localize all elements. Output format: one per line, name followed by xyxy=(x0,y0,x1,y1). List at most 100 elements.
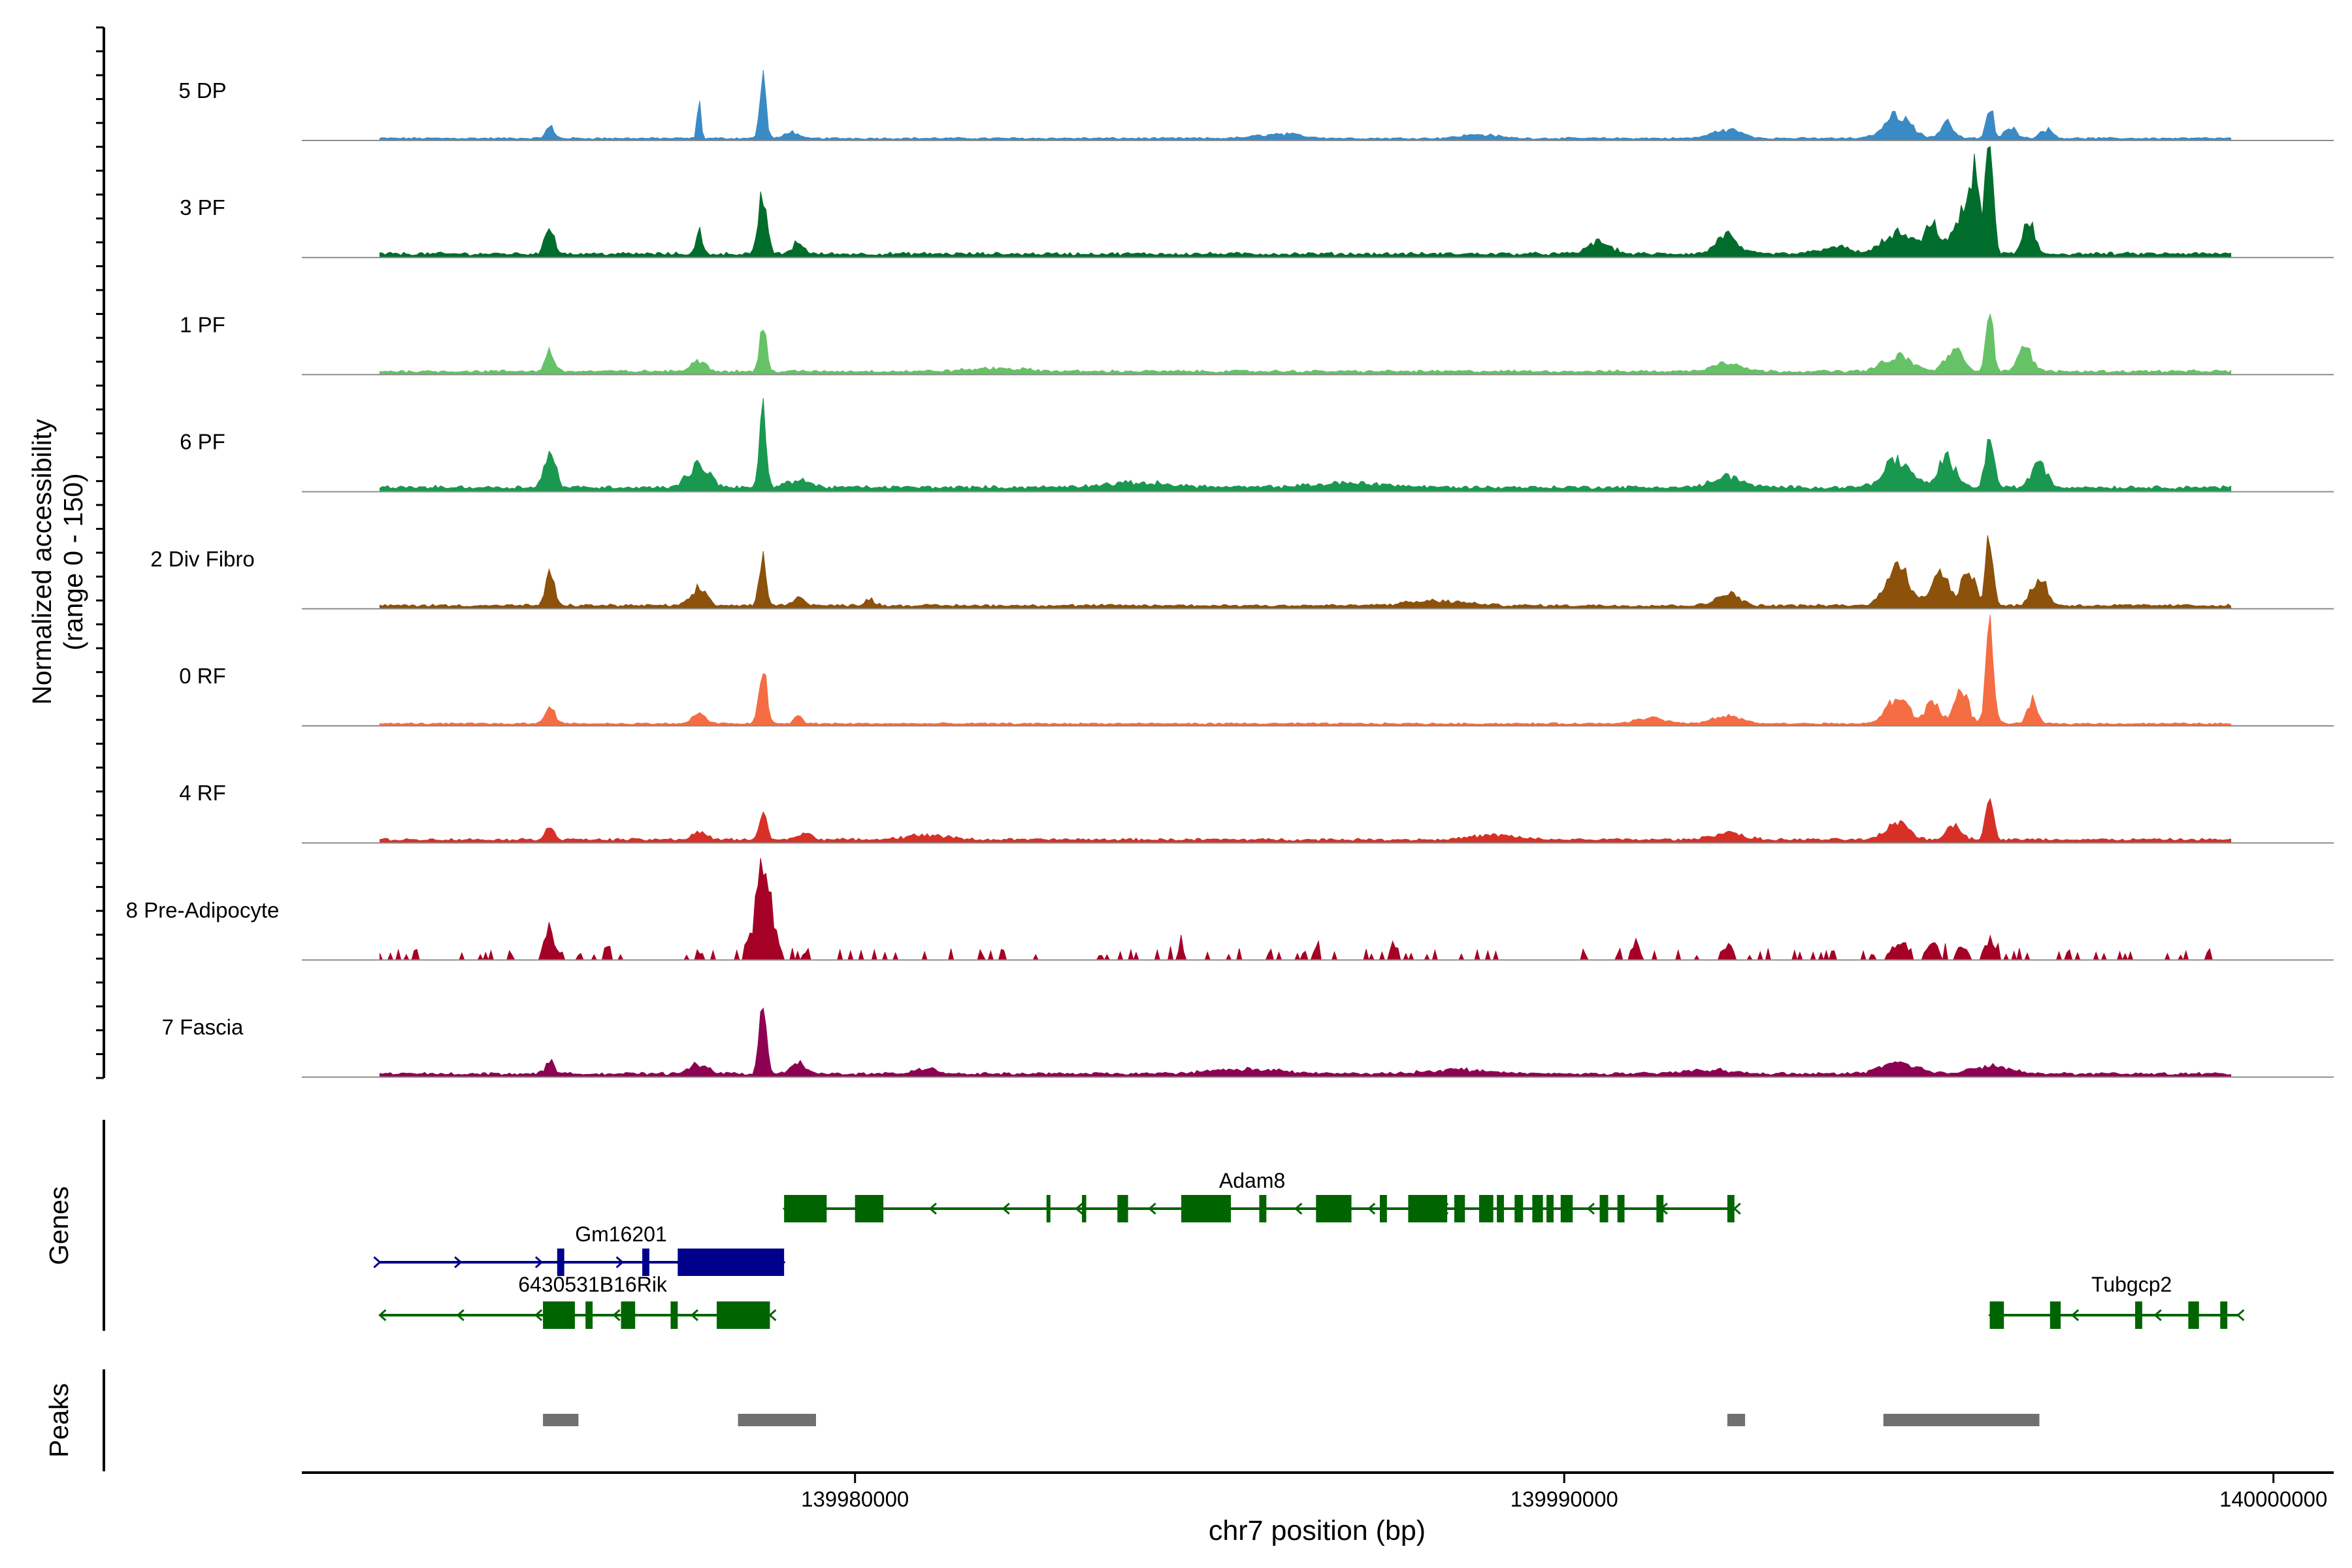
strand-arrow xyxy=(378,1309,387,1322)
x-tick-label: 139990000 xyxy=(1511,1487,1618,1511)
track-6-pf: 6 PF xyxy=(180,398,2334,493)
peak-region xyxy=(543,1414,579,1426)
strand-arrow xyxy=(1148,1202,1156,1215)
coverage-area xyxy=(379,1007,2232,1078)
gene-label: Tubgcp2 xyxy=(2091,1273,2172,1296)
gene-exon xyxy=(1617,1195,1625,1222)
coverage-area xyxy=(379,798,2232,843)
gene-exon xyxy=(2135,1301,2142,1329)
gene-exon xyxy=(1082,1195,1086,1222)
gene-exon xyxy=(678,1249,785,1276)
strand-arrow xyxy=(615,1256,624,1269)
gene-exon xyxy=(1117,1195,1128,1222)
coverage-tracks: 5 DP 3 PF 1 PF 6 PF 2 Div Fibro 0 RF 4 RF 8 Pre… xyxy=(126,70,2334,1078)
coverage-area xyxy=(379,146,2232,258)
track-label: 1 PF xyxy=(180,312,225,336)
track-label: 8 Pre-Adipocyte xyxy=(126,898,280,922)
gene-models: Adam8 Gm16201 6430531B16Rik Tubgcp2 xyxy=(373,1169,2245,1329)
gene-exon xyxy=(1316,1195,1352,1222)
gene-label: Adam8 xyxy=(1219,1169,1285,1192)
gene-exon xyxy=(2220,1301,2228,1329)
strand-arrow xyxy=(2236,1309,2245,1322)
gene-exon xyxy=(717,1301,770,1329)
strand-arrow xyxy=(2153,1309,2162,1322)
gene-exon xyxy=(855,1195,884,1222)
gene-adam8: Adam8 xyxy=(782,1169,1741,1222)
track-7-fascia: 7 Fascia xyxy=(162,1007,2334,1078)
track-label: 3 PF xyxy=(180,195,225,220)
gene-exon xyxy=(1259,1195,1267,1222)
track-1-pf: 1 PF xyxy=(180,312,2334,376)
coverage-area xyxy=(379,858,2231,962)
gene-exon xyxy=(1989,1301,2004,1329)
gene-6430531b16rik: 6430531B16Rik xyxy=(378,1273,777,1329)
y-axis-title-line2: (range 0 - 150) xyxy=(58,473,88,650)
gene-exon xyxy=(1560,1195,1573,1222)
strand-arrow xyxy=(1586,1202,1595,1215)
strand-arrow xyxy=(928,1202,937,1215)
gene-exon xyxy=(1727,1195,1735,1222)
gene-exon xyxy=(2188,1301,2199,1329)
strand-arrow xyxy=(612,1309,621,1322)
coverage-y-axis xyxy=(96,26,105,1079)
peak-regions xyxy=(543,1414,2040,1426)
strand-arrow xyxy=(454,1256,463,1269)
strand-arrow xyxy=(534,1309,543,1322)
gene-exon xyxy=(621,1301,636,1329)
track-label: 6 PF xyxy=(180,430,225,454)
track-label: 0 RF xyxy=(179,664,226,688)
track-8-pre-adipocyte: 8 Pre-Adipocyte xyxy=(126,858,2334,962)
gene-exon xyxy=(557,1249,564,1276)
x-tick-label: 140000000 xyxy=(2219,1487,2327,1511)
gene-exon xyxy=(1379,1195,1387,1222)
gene-label: 6430531B16Rik xyxy=(518,1273,668,1296)
track-label: 4 RF xyxy=(179,781,226,805)
track-5-dp: 5 DP xyxy=(178,70,2334,141)
track-3-pf: 3 PF xyxy=(180,146,2334,259)
gene-exon xyxy=(1478,1195,1494,1222)
gene-exon xyxy=(642,1249,649,1276)
coverage-area xyxy=(379,614,2232,727)
strand-arrow xyxy=(768,1309,777,1322)
gene-exon xyxy=(1599,1195,1609,1222)
x-tick-label: 139980000 xyxy=(801,1487,909,1511)
strand-arrow xyxy=(1367,1202,1376,1215)
gene-gm16201: Gm16201 xyxy=(373,1222,786,1276)
coverage-area xyxy=(379,70,2232,141)
track-2-div-fibro: 2 Div Fibro xyxy=(150,535,2334,610)
gene-exon xyxy=(543,1301,575,1329)
gene-exon xyxy=(784,1195,827,1222)
gene-exon xyxy=(1514,1195,1524,1222)
gene-exon xyxy=(1181,1195,1232,1222)
gene-exon xyxy=(585,1301,593,1329)
strand-arrow xyxy=(690,1309,699,1322)
track-label: 5 DP xyxy=(178,78,226,103)
peak-region xyxy=(1883,1414,2040,1426)
gene-exon xyxy=(1408,1195,1448,1222)
strand-arrow xyxy=(1733,1202,1741,1215)
coverage-area xyxy=(379,312,2232,375)
strand-arrow xyxy=(1294,1202,1303,1215)
coverage-area xyxy=(379,398,2232,493)
strand-arrow xyxy=(373,1256,382,1269)
gene-exon xyxy=(670,1301,678,1329)
gene-exon xyxy=(1454,1195,1465,1222)
x-axis-title: chr7 position (bp) xyxy=(1209,1515,1426,1546)
gene-exon xyxy=(1656,1195,1664,1222)
peaks-panel-title: Peaks xyxy=(44,1383,74,1458)
strand-arrow xyxy=(534,1256,544,1269)
peak-region xyxy=(1727,1414,1746,1426)
peak-region xyxy=(738,1414,816,1426)
gene-label: Gm16201 xyxy=(575,1222,667,1246)
y-axis-title-line1: Normalized accessibility xyxy=(27,419,57,705)
strand-arrow xyxy=(1002,1202,1010,1215)
gene-exon xyxy=(1497,1195,1504,1222)
track-label: 7 Fascia xyxy=(162,1015,244,1039)
track-0-rf: 0 RF xyxy=(179,614,2334,727)
coverage-area xyxy=(379,535,2232,610)
track-4-rf: 4 RF xyxy=(179,781,2334,844)
gene-tubgcp2: Tubgcp2 xyxy=(1988,1273,2245,1329)
gene-exon xyxy=(1532,1195,1543,1222)
strand-arrow xyxy=(456,1309,465,1322)
